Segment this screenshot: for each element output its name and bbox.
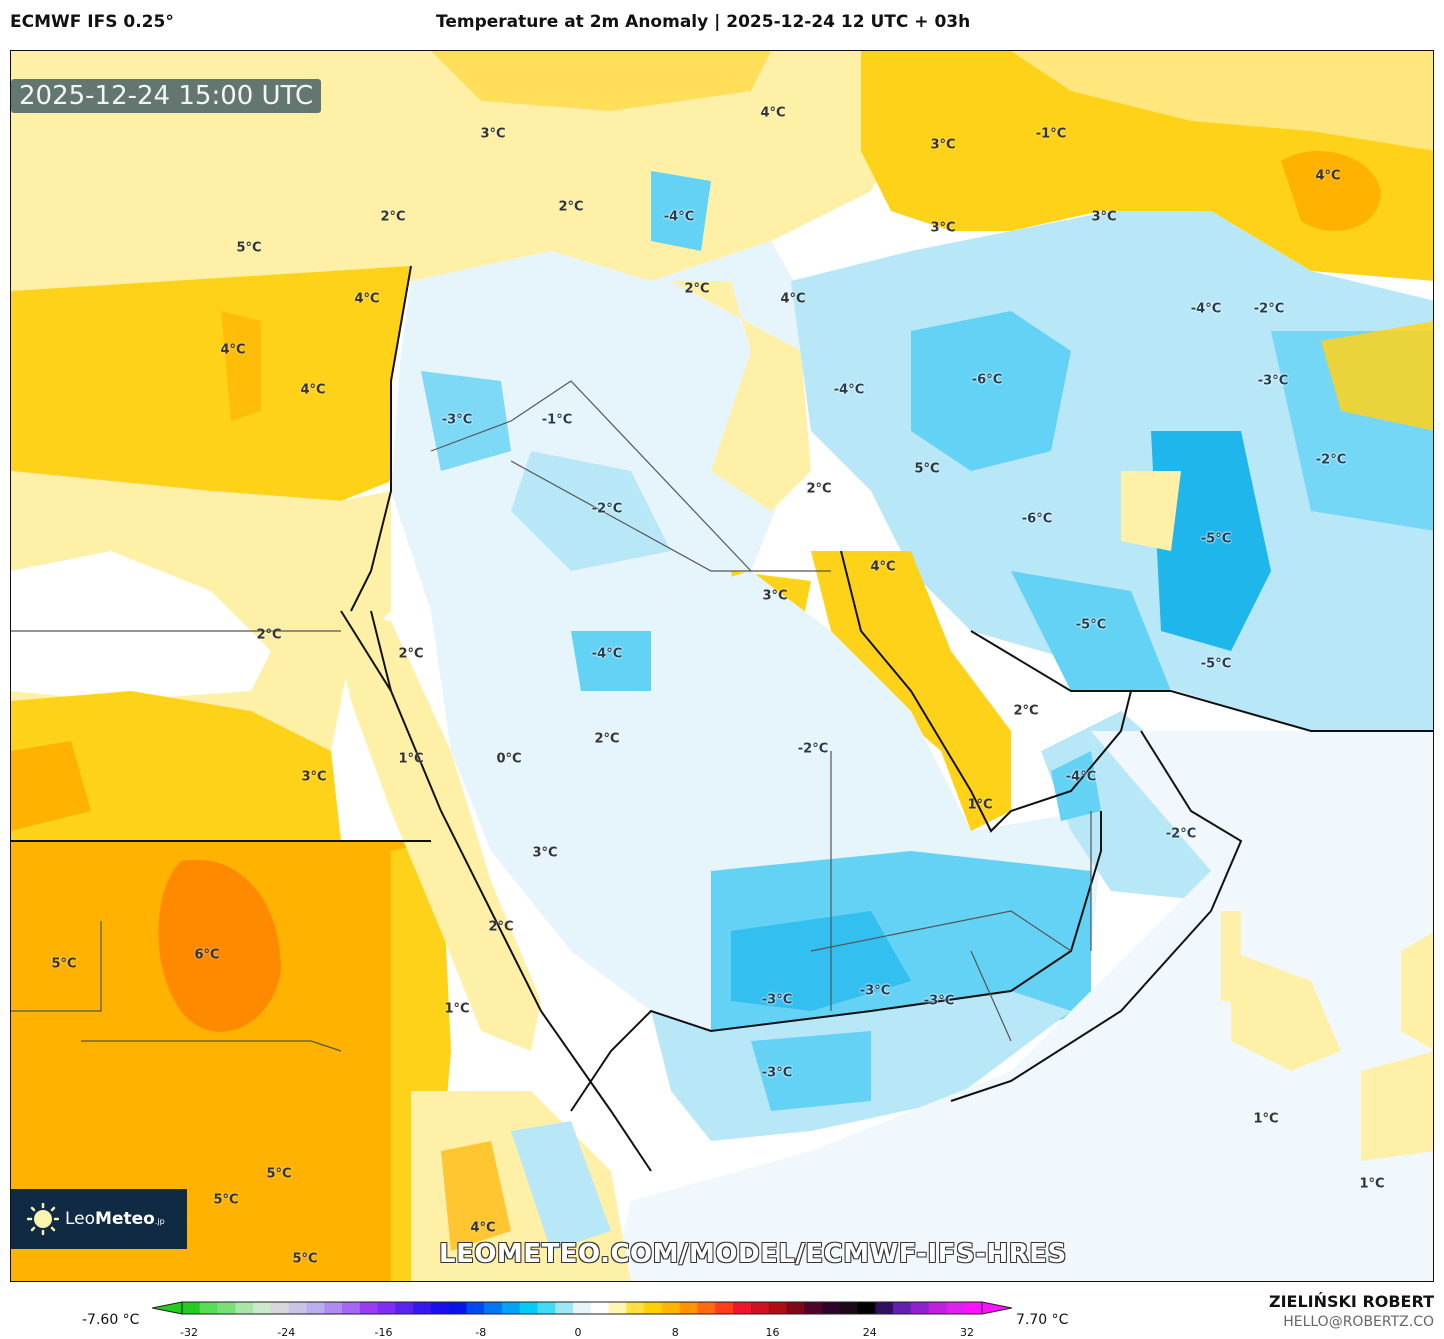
temperature-label: -3°C bbox=[761, 992, 793, 1008]
colorbar-tick: 0 bbox=[574, 1326, 582, 1339]
colorbar-tick: 8 bbox=[671, 1326, 679, 1339]
temperature-label: -6°C bbox=[971, 372, 1003, 388]
colorbar-tick: -32 bbox=[180, 1326, 198, 1339]
temperature-label: 3°C bbox=[930, 137, 956, 153]
temperature-label: -4°C bbox=[833, 382, 865, 398]
colorbar-tick: -24 bbox=[277, 1326, 296, 1339]
temperature-label: 1°C bbox=[967, 797, 993, 813]
temperature-label: 5°C bbox=[266, 1166, 292, 1182]
temperature-label: 2°C bbox=[558, 199, 584, 215]
temperature-label: 3°C bbox=[930, 220, 956, 236]
temperature-label: 3°C bbox=[1091, 209, 1117, 225]
author-email[interactable]: HELLO@ROBERTZ.CO bbox=[1283, 1314, 1434, 1330]
temperature-label: -1°C bbox=[1035, 126, 1067, 142]
temperature-label: 3°C bbox=[532, 845, 558, 861]
colorbar-tick: 24 bbox=[862, 1326, 877, 1339]
temperature-label: 3°C bbox=[301, 769, 327, 785]
temperature-label: 2°C bbox=[1013, 703, 1039, 719]
temperature-label: 5°C bbox=[51, 956, 77, 972]
temperature-label: 4°C bbox=[220, 342, 246, 358]
logo-text: LeoMeteo.jp bbox=[65, 1209, 165, 1229]
valid-time-badge: 2025-12-24 15:00 UTC bbox=[11, 79, 322, 113]
temperature-label: -4°C bbox=[1190, 301, 1222, 317]
temperature-label: -6°C bbox=[1021, 511, 1053, 527]
source-watermark: LEOMETEO.COM/MODEL/ECMWF-IFS-HRES bbox=[439, 1239, 1067, 1269]
logo-bold: Meteo bbox=[95, 1209, 155, 1229]
temperature-label: 4°C bbox=[1315, 168, 1341, 184]
temperature-label: 5°C bbox=[914, 461, 940, 477]
temperature-label: 2°C bbox=[256, 627, 282, 643]
temperature-label: -5°C bbox=[1200, 656, 1232, 672]
temperature-label: 4°C bbox=[870, 559, 896, 575]
temperature-label: 5°C bbox=[213, 1192, 239, 1208]
colorbar-tick: -16 bbox=[374, 1326, 393, 1339]
temperature-anomaly-map: 3°C 4°C -1°C 3°C 4°C 2°C 2°C -4°C 3°C 3°C 5°C 2°C 4°… bbox=[10, 50, 1434, 1282]
temperature-label: 4°C bbox=[300, 382, 326, 398]
leometeo-logo[interactable]: LeoMeteo.jp bbox=[11, 1189, 187, 1249]
map-fill bbox=[11, 51, 1433, 1281]
temperature-label: -2°C bbox=[1165, 826, 1197, 842]
colorbar-gradient bbox=[151, 1301, 1013, 1315]
temperature-label: 2°C bbox=[488, 919, 514, 935]
temperature-label: 2°C bbox=[684, 281, 710, 297]
temperature-label: -3°C bbox=[859, 983, 891, 999]
colorbar-min-label: -7.60 °C bbox=[82, 1312, 140, 1328]
sun-icon bbox=[27, 1203, 59, 1235]
temperature-label: -1°C bbox=[541, 412, 573, 428]
temperature-label: -3°C bbox=[923, 993, 955, 1009]
temperature-label: -2°C bbox=[797, 741, 829, 757]
temperature-label: -2°C bbox=[1253, 301, 1285, 317]
logo-prefix: Leo bbox=[65, 1209, 96, 1229]
temperature-label: 4°C bbox=[470, 1220, 496, 1236]
temperature-label: 6°C bbox=[194, 947, 220, 963]
colorbar-tick: 32 bbox=[960, 1326, 974, 1339]
temperature-label: 1°C bbox=[444, 1001, 470, 1017]
temperature-label: -4°C bbox=[663, 209, 695, 225]
temperature-label: 2°C bbox=[398, 646, 424, 662]
temperature-label: 2°C bbox=[594, 731, 620, 747]
temperature-label: 4°C bbox=[780, 291, 806, 307]
temperature-label: 4°C bbox=[354, 291, 380, 307]
colorbar-tick: 16 bbox=[765, 1326, 780, 1339]
temperature-label: 1°C bbox=[1253, 1111, 1279, 1127]
logo-suffix: .jp bbox=[154, 1217, 165, 1226]
temperature-label: -3°C bbox=[1257, 373, 1289, 389]
colorbar-max-label: 7.70 °C bbox=[1016, 1312, 1069, 1328]
colorbar bbox=[151, 1300, 1013, 1315]
temperature-label: -3°C bbox=[441, 412, 473, 428]
temperature-label: -4°C bbox=[591, 646, 623, 662]
author-name: ZIELIŃSKI ROBERT bbox=[1268, 1292, 1434, 1311]
temperature-label: 5°C bbox=[292, 1251, 318, 1267]
temperature-label: 3°C bbox=[762, 588, 788, 604]
temperature-label: 5°C bbox=[236, 240, 262, 256]
temperature-label: -2°C bbox=[591, 501, 623, 517]
temperature-label: -3°C bbox=[761, 1065, 793, 1081]
model-name: ECMWF IFS 0.25° bbox=[10, 12, 174, 32]
temperature-label: 4°C bbox=[760, 105, 786, 121]
chart-title: Temperature at 2m Anomaly | 2025-12-24 1… bbox=[436, 12, 971, 32]
temperature-label: -5°C bbox=[1200, 531, 1232, 547]
temperature-label: 3°C bbox=[480, 126, 506, 142]
colorbar-tick: -8 bbox=[475, 1326, 487, 1339]
temperature-label: 2°C bbox=[806, 481, 832, 497]
temperature-label: -2°C bbox=[1315, 452, 1347, 468]
temperature-label: 1°C bbox=[398, 751, 424, 767]
temperature-label: -5°C bbox=[1075, 617, 1107, 633]
temperature-label: 1°C bbox=[1359, 1176, 1385, 1192]
temperature-label: 0°C bbox=[496, 751, 522, 767]
temperature-label: -4°C bbox=[1065, 769, 1097, 785]
temperature-label: 2°C bbox=[380, 209, 406, 225]
